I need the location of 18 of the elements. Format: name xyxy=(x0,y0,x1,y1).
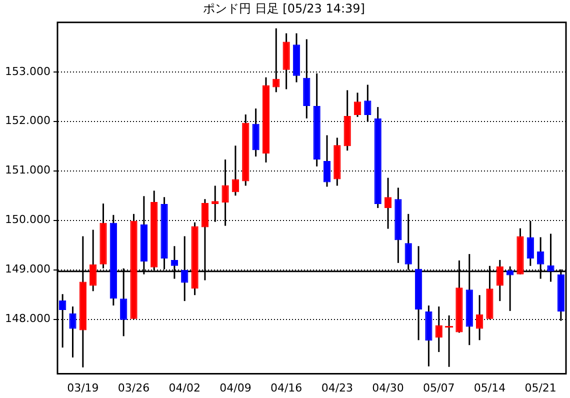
x-tick-label: 04/02 xyxy=(168,381,200,394)
x-tick-label: 04/09 xyxy=(220,381,252,394)
x-tick-label: 04/23 xyxy=(321,381,354,394)
x-tick-label: 05/21 xyxy=(524,381,556,394)
candlestick xyxy=(354,92,362,118)
y-tick-label: 151.000 xyxy=(4,164,50,177)
y-tick-label: 150.000 xyxy=(4,213,50,226)
x-tick-label: 05/07 xyxy=(423,381,455,394)
y-tick-label: 149.000 xyxy=(4,262,50,276)
x-tick-label: 03/19 xyxy=(67,381,99,394)
x-tick-label: 04/16 xyxy=(270,381,302,394)
chart-title: ポンド円 日足 [05/23 14:39] xyxy=(203,1,365,16)
y-tick-label: 148.000 xyxy=(4,312,50,326)
y-tick-label: 153.000 xyxy=(4,64,50,78)
x-tick-label: 05/14 xyxy=(474,381,506,394)
x-tick-label: 03/26 xyxy=(118,381,150,394)
x-tick-label: 04/30 xyxy=(372,381,404,394)
y-tick-label: 152.000 xyxy=(4,114,50,128)
